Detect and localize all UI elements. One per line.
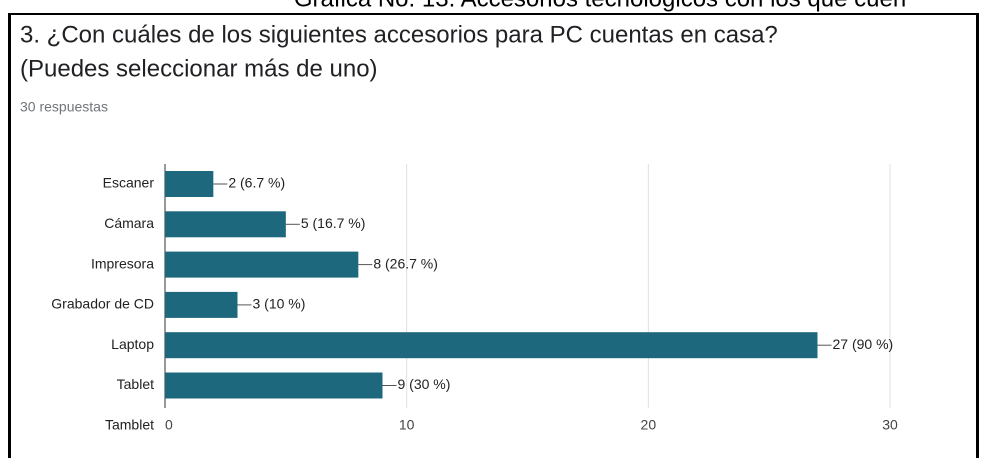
x-tick-label: 10 [399,417,415,433]
y-tick-label: Tamblet [105,417,154,433]
y-tick-label: Impresora [91,255,154,271]
y-tick-label: Escaner [103,175,155,191]
value-label: 8 (26.7 %) [373,255,438,271]
question-title: 3. ¿Con cuáles de los siguientes accesor… [20,21,778,48]
bar [165,372,383,399]
cropped-caption: Gráfica No. 13. Accesorios tecnológicos … [294,0,906,12]
bar [165,291,238,318]
y-tick-label: Grabador de CD [51,296,154,312]
value-label: 2 (6.7 %) [228,175,285,191]
bar [165,171,214,197]
frame-left [8,14,11,458]
value-label: 27 (90 %) [833,336,894,352]
response-count: 30 respuestas [20,99,108,115]
bar [165,211,286,238]
value-label: 3 (10 %) [253,296,306,312]
question-subtitle: (Puedes seleccionar más de uno) [20,55,378,82]
bar [165,332,818,359]
y-tick-label: Cámara [104,215,154,231]
x-tick-label: 30 [882,417,898,433]
y-tick-label: Tablet [117,376,154,392]
bar [165,251,359,278]
plot: 0 10 20 30 Escaner 2 (6.7 %) Cámara 5 (16.7 %) I… [51,164,898,433]
frame-top [8,13,979,15]
value-label: 5 (16.7 %) [301,215,366,231]
x-tick-label: 20 [641,417,657,433]
frame-right [976,14,979,458]
y-tick-label: Laptop [111,336,154,352]
value-label: 9 (30 %) [398,376,451,392]
x-tick-label: 0 [165,417,173,433]
